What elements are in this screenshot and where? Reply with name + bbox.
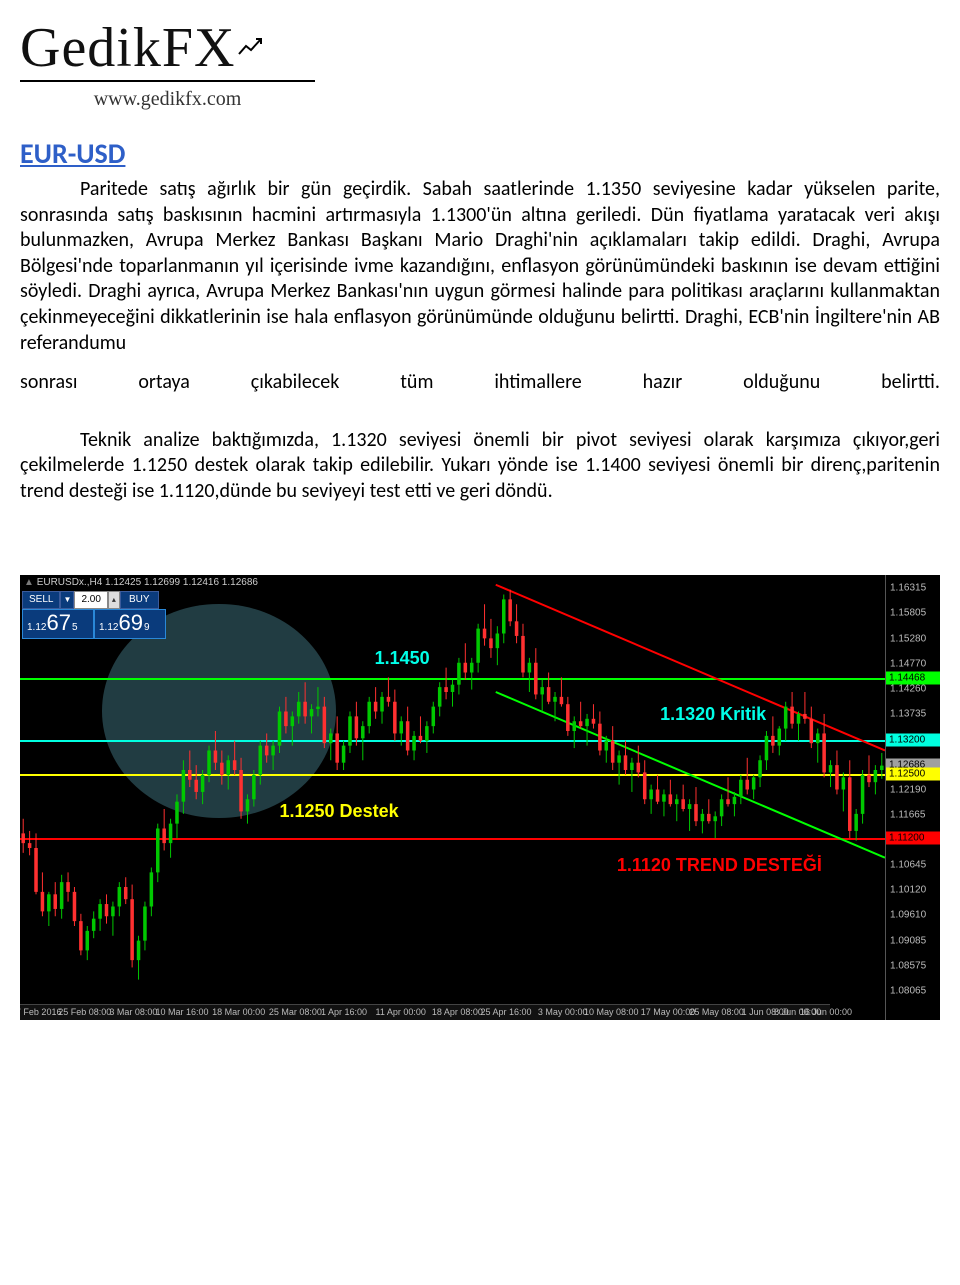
chart-annotation: 1.1320 Kritik: [660, 704, 766, 725]
technical-paragraph: Teknik analize baktığımızda, 1.1320 sevi…: [20, 428, 940, 505]
paragraph-word: tüm: [400, 370, 433, 396]
chart-header: ▲ EURUSDx.,H4 1.12425 1.12699 1.12416 1.…: [20, 575, 262, 590]
y-tick: 1.10120: [890, 885, 926, 896]
buy-price-prefix: 1.12: [99, 622, 118, 633]
y-tick: 1.09085: [890, 935, 926, 946]
x-tick: 3 May 00:00: [538, 1007, 588, 1017]
price-marker: 1.11200: [886, 831, 940, 844]
trend-arrow-icon: [237, 10, 267, 66]
sell-price-pip: 5: [72, 622, 78, 633]
x-tick: 25 Feb 08:00: [58, 1007, 111, 1017]
trade-panel: SELL ▼ 2.00 ▴ BUY 1.12 67 5 1.12 69 9: [22, 591, 166, 639]
y-tick: 1.10645: [890, 859, 926, 870]
qty-stepper-icon[interactable]: ▴: [108, 591, 120, 609]
x-tick: 10 May 08:00: [584, 1007, 639, 1017]
paragraph-word: çıkabilecek: [251, 370, 340, 396]
logo-url: www.gedikfx.com: [20, 88, 315, 111]
chart-x-axis: 17 Feb 201625 Feb 08:003 Mar 08:0010 Mar…: [20, 1004, 830, 1020]
y-tick: 1.11665: [890, 810, 925, 821]
x-tick: 10 Mar 16:00: [155, 1007, 208, 1017]
logo-text: GedikFX: [20, 10, 940, 76]
price-marker: 1.12500: [886, 768, 940, 781]
paragraph-word: belirtti.: [881, 370, 940, 396]
chart-annotation: 1.1450: [375, 648, 430, 669]
y-tick: 1.09610: [890, 910, 926, 921]
sell-tab[interactable]: SELL: [22, 591, 60, 609]
x-tick: 17 May 00:00: [641, 1007, 696, 1017]
qty-input[interactable]: 2.00: [74, 591, 107, 609]
x-tick: 3 Mar 08:00: [109, 1007, 157, 1017]
chart-symbol-info: EURUSDx.,H4 1.12425 1.12699 1.12416 1.12…: [37, 577, 258, 588]
buy-tab[interactable]: BUY: [120, 591, 159, 609]
paragraph-word: sonrası: [20, 370, 77, 396]
chart-y-axis: 1.163151.158051.152801.147701.142601.137…: [885, 575, 940, 1020]
paragraph-word: olduğunu: [743, 370, 820, 396]
section-title: EUR-USD: [20, 136, 940, 171]
analysis-paragraph: Paritede satış ağırlık bir gün geçirdik.…: [20, 177, 940, 356]
x-tick: 1 Apr 16:00: [321, 1007, 367, 1017]
price-marker: 1.14468: [886, 672, 940, 685]
x-tick: 25 Mar 08:00: [269, 1007, 322, 1017]
y-tick: 1.16315: [890, 583, 926, 594]
price-chart: ▲ EURUSDx.,H4 1.12425 1.12699 1.12416 1.…: [20, 575, 940, 1020]
y-tick: 1.14770: [890, 658, 926, 669]
x-tick: 16 Jun 00:00: [800, 1007, 852, 1017]
y-tick: 1.08575: [890, 960, 926, 971]
analysis-paragraph-last-line: sonrası ortaya çıkabilecek tüm ihtimallere ha…: [20, 370, 940, 396]
y-tick: 1.15280: [890, 633, 926, 644]
x-tick: 18 Mar 00:00: [212, 1007, 265, 1017]
sell-dropdown-icon[interactable]: ▼: [60, 591, 74, 609]
x-tick: 11 Apr 00:00: [376, 1007, 426, 1017]
logo-underline: [20, 80, 315, 82]
buy-price-box[interactable]: 1.12 69 9: [94, 609, 166, 639]
y-tick: 1.13735: [890, 709, 926, 720]
x-tick: 18 Apr 08:00: [432, 1007, 483, 1017]
buy-price-pip: 9: [144, 622, 150, 633]
sell-price-main: 67: [46, 612, 70, 634]
chart-plot-area: ▲ EURUSDx.,H4 1.12425 1.12699 1.12416 1.…: [20, 575, 885, 1020]
x-tick: 17 Feb 2016: [20, 1007, 61, 1017]
y-tick: 1.12190: [890, 784, 926, 795]
candlesticks: [20, 575, 885, 1004]
chart-triangle-icon: ▲: [24, 577, 37, 588]
chart-annotation: 1.1120 TREND DESTEĞİ: [617, 855, 822, 876]
y-tick: 1.15805: [890, 608, 926, 619]
logo-brand-right: FX: [162, 17, 236, 79]
x-tick: 25 May 08:00: [689, 1007, 744, 1017]
price-marker: 1.13200: [886, 734, 940, 747]
x-tick: 25 Apr 16:00: [480, 1007, 531, 1017]
sell-price-box[interactable]: 1.12 67 5: [22, 609, 94, 639]
logo-brand-left: Gedik: [20, 17, 162, 79]
sell-price-prefix: 1.12: [27, 622, 46, 633]
paragraph-word: ortaya: [138, 370, 190, 396]
chart-annotation: 1.1250 Destek: [280, 801, 399, 822]
paragraph-word: hazır: [643, 370, 683, 396]
paragraph-word: ihtimallere: [494, 370, 581, 396]
buy-price-main: 69: [118, 612, 142, 634]
logo-block: GedikFX www.gedikfx.com: [20, 10, 940, 111]
y-tick: 1.08065: [890, 985, 926, 996]
